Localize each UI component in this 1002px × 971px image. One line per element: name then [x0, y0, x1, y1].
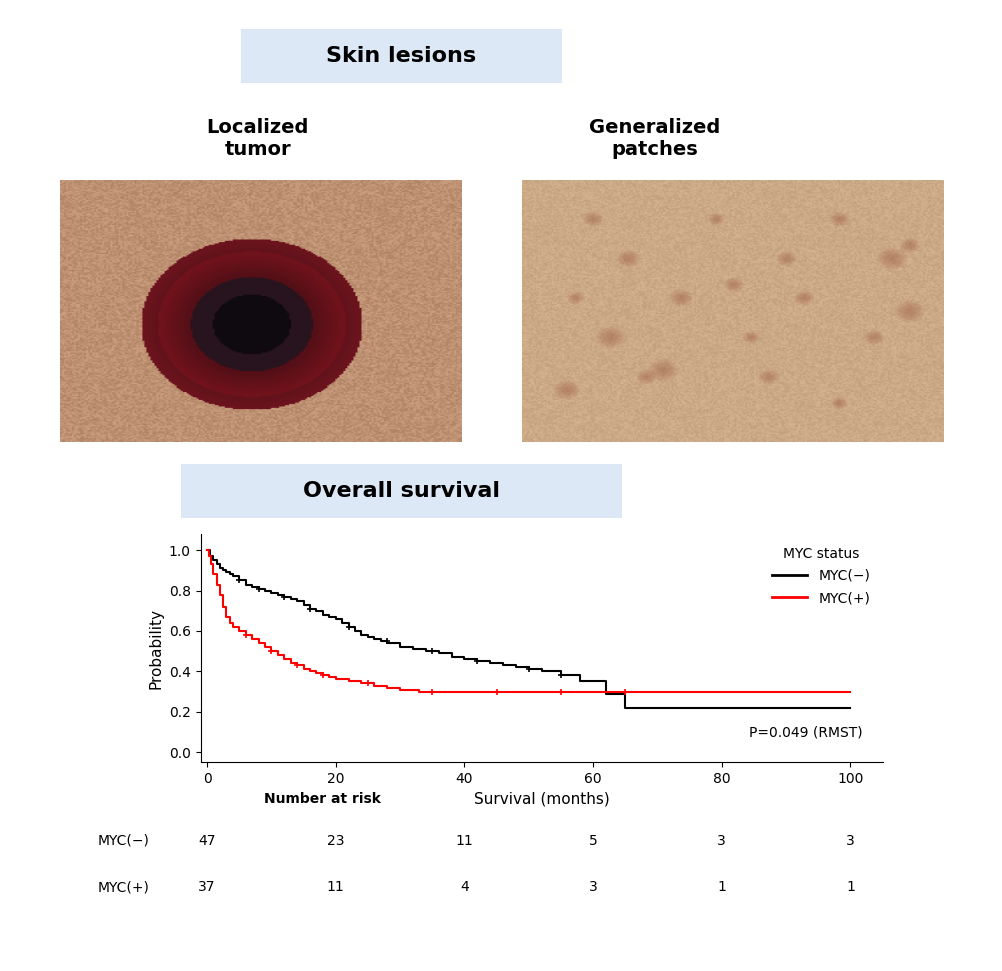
- Text: MYC(+): MYC(+): [97, 881, 149, 894]
- X-axis label: Survival (months): Survival (months): [473, 791, 609, 807]
- Text: Generalized
patches: Generalized patches: [589, 118, 719, 159]
- Text: 1: 1: [716, 881, 725, 894]
- Text: Localized
tumor: Localized tumor: [206, 118, 309, 159]
- Text: 47: 47: [198, 833, 215, 848]
- Text: 11: 11: [455, 833, 473, 848]
- Text: P=0.049 (RMST): P=0.049 (RMST): [747, 725, 862, 740]
- Text: 23: 23: [327, 833, 344, 848]
- Text: 37: 37: [198, 881, 215, 894]
- Legend: MYC(−), MYC(+): MYC(−), MYC(+): [767, 541, 875, 611]
- Text: Skin lesions: Skin lesions: [326, 46, 476, 66]
- Text: MYC(−): MYC(−): [97, 833, 149, 848]
- Text: 3: 3: [716, 833, 725, 848]
- Text: 4: 4: [460, 881, 468, 894]
- Text: 3: 3: [588, 881, 597, 894]
- Text: Overall survival: Overall survival: [303, 481, 499, 501]
- Y-axis label: Probability: Probability: [148, 608, 163, 688]
- Text: 3: 3: [846, 833, 854, 848]
- Text: 11: 11: [327, 881, 345, 894]
- FancyBboxPatch shape: [180, 464, 621, 518]
- FancyBboxPatch shape: [240, 29, 561, 83]
- Text: 5: 5: [588, 833, 597, 848]
- Text: 1: 1: [846, 881, 854, 894]
- Text: Number at risk: Number at risk: [265, 792, 381, 806]
